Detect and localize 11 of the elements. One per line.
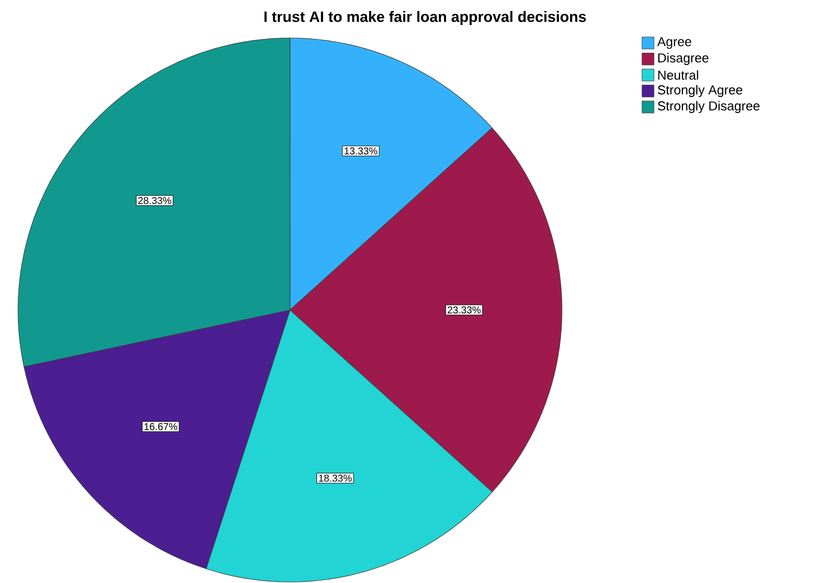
data-label: 13.33% [344, 147, 378, 154]
chart-title: I trust AI to make fair loan approval decisions [264, 11, 586, 25]
legend-label: Strongly Agree [658, 84, 742, 98]
legend-label: Neutral [658, 70, 698, 80]
legend-label: Disagree [658, 52, 708, 66]
data-label: 18.33% [319, 474, 352, 482]
legend-label: Agree [657, 37, 692, 49]
data-label: 16.67% [144, 423, 178, 430]
legend-label: Strongly Disagree [658, 100, 760, 114]
data-label: 28.33% [138, 196, 172, 204]
data-label: 23.33% [448, 306, 481, 314]
